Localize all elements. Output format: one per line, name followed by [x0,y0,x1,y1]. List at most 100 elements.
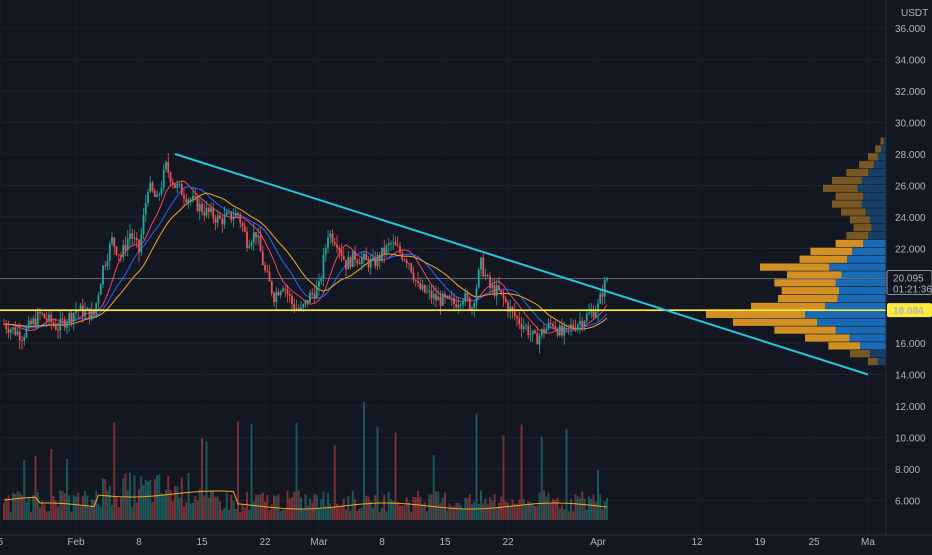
candle-body [225,212,228,215]
volume-bar [455,502,458,520]
candle-body [295,308,298,310]
volume-bar [284,509,287,520]
candle-body [540,329,543,336]
candle-body [570,324,572,327]
time-tick-label: 15 [196,537,208,548]
candle-body [572,324,575,328]
volume-bar [331,507,334,520]
candle-body [205,207,208,216]
candle-body [165,161,167,170]
candle-body [423,284,426,293]
volume-bar [142,485,145,520]
candle-body [108,243,111,261]
candle-body [149,182,152,192]
candle-body [237,213,239,215]
volume-bar [327,492,329,520]
candle-body [151,182,154,191]
time-tick-label: 5 [0,537,4,548]
candle-body [255,232,257,238]
candle-body [536,333,539,345]
volume-bar [72,495,75,520]
candle-body [252,232,255,243]
volume-bar [552,498,554,520]
volume-bar [603,501,606,520]
time-tick-label: Ma [861,537,875,548]
volume-bar [178,497,181,520]
volume-bar [599,494,602,520]
volume-bar [556,497,559,520]
volume-bar [493,494,496,520]
candle-body [239,214,242,224]
trendline[interactable] [174,153,869,376]
time-tick-label: 22 [502,537,514,548]
volume-bar [507,502,509,520]
volume-bar [12,492,14,520]
candle-body [579,320,581,325]
volume-bar [516,504,518,520]
volume-bar [207,497,210,520]
candle-body [214,218,217,223]
volume-profile-bar-up [805,334,850,342]
volume-bar [399,505,401,520]
volume-profile-bar-up [706,310,805,318]
volume-profile-bar-down [861,200,886,208]
currency-label: USDT [901,8,928,19]
candle-body [549,322,552,324]
candle-body [45,318,48,321]
candle-body [318,281,320,287]
volume-profile-bar-up [846,231,869,240]
candle-body [513,310,516,317]
price-tick-label: 34.000 [895,56,926,67]
candle-body [399,246,401,253]
volume-bar [304,494,307,520]
candle-body [320,277,323,282]
candle-body [367,258,370,268]
candle-body [381,247,383,261]
candle-body [257,235,260,238]
volume-bar [394,432,397,520]
volume-bar [41,500,44,520]
candle-body [282,288,284,292]
candle-body [14,327,17,335]
candle-body [590,310,593,313]
candle-body [32,318,35,325]
volume-bar [237,421,239,520]
volume-bar [601,508,604,520]
volume-profile-bar-up [846,168,869,177]
candle-body [216,215,219,223]
candle-body [491,285,494,288]
volume-bar [18,492,21,520]
candle-body [313,293,316,299]
candle-body [484,274,487,277]
volume-bar [333,445,336,520]
volume-bar [70,511,73,520]
candle-body [576,324,579,330]
volume-bar [43,504,46,520]
candle-body [349,257,352,268]
candle-body [268,271,271,282]
volume-bar [32,495,35,520]
time-tick-label: 8 [136,537,142,548]
volume-profile-bar-down [863,192,886,200]
candle-body [473,303,476,309]
candle-body [534,330,536,334]
candle-body [187,199,190,203]
volume-bar [248,509,251,520]
candle-body [39,311,41,314]
candle-body [12,327,14,330]
volume-bar [520,424,523,520]
candle-body [592,310,595,318]
volume-bar [486,504,489,520]
candle-body [115,246,118,255]
volume-bar [232,501,235,520]
candle-body [86,308,89,311]
candle-body [426,291,428,293]
candle-body [169,172,172,182]
candle-body [585,314,588,322]
candle-body [329,233,332,238]
volume-bar [437,491,440,520]
candle-body [21,340,23,341]
candle-body [212,208,215,219]
